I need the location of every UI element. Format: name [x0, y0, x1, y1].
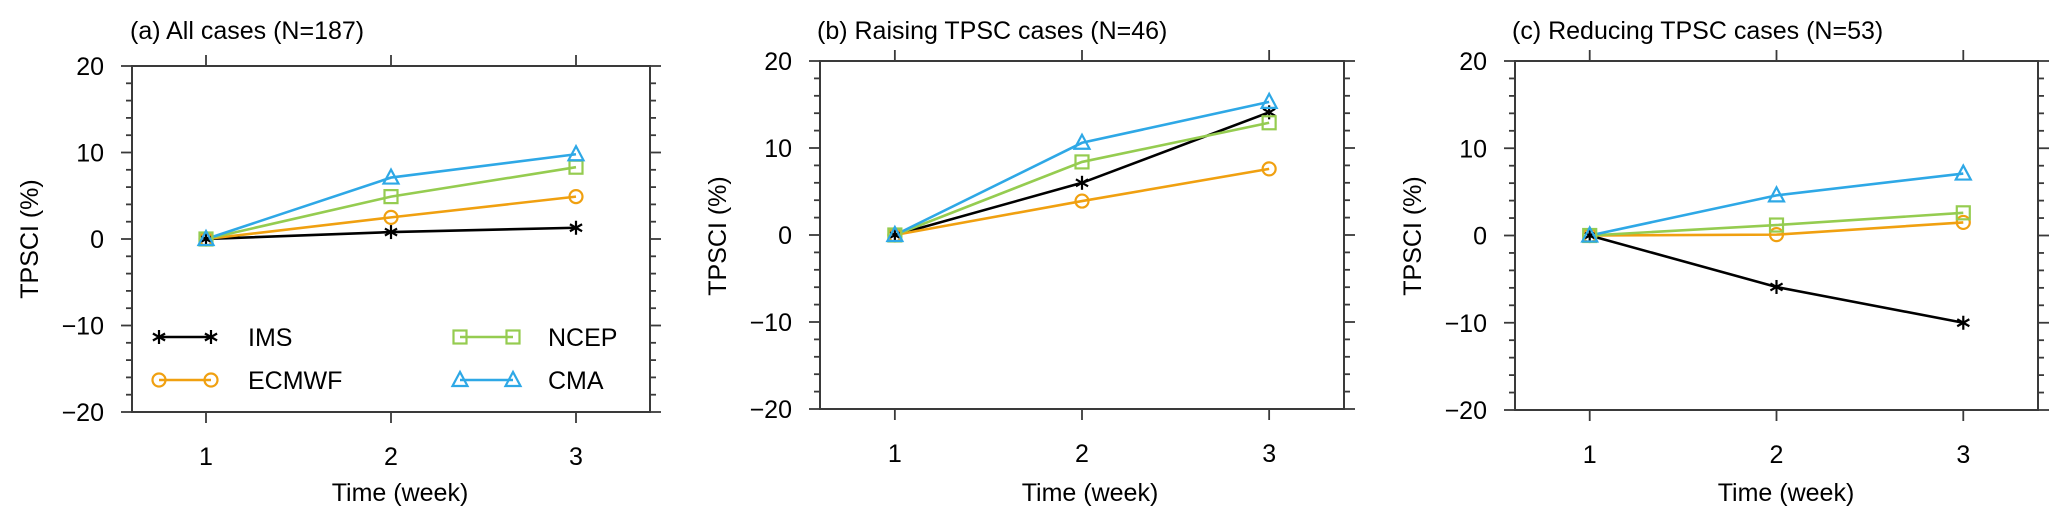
data-point-ncep [1768, 217, 1785, 233]
legend-marker-icon [503, 369, 523, 388]
data-point-cma [1767, 185, 1786, 203]
y-tick-label: 20 [764, 48, 792, 76]
series-line-cma [894, 100, 1270, 237]
data-point-cma [885, 224, 905, 243]
data-point-ims [384, 225, 398, 240]
data-point-cma [381, 167, 401, 185]
y-tick-label: −20 [1445, 397, 1487, 425]
y-tick-label: 0 [778, 222, 792, 250]
y-axis-label: TPSCI (%) [16, 179, 44, 298]
x-tick-label: 1 [1583, 441, 1597, 469]
data-point-ecmwf [383, 209, 399, 225]
x-tick-label: 3 [569, 443, 583, 471]
panel-title: (c) Reducing TPSC cases (N=53) [1512, 17, 1883, 45]
data-point-ncep [383, 189, 399, 205]
y-tick-label: 10 [764, 135, 792, 163]
legend-label: IMS [248, 324, 292, 352]
legend-marker-icon [450, 369, 470, 388]
data-point-ecmwf [568, 189, 584, 205]
series-line-ecmwf [1589, 221, 1964, 237]
x-tick-label: 2 [1075, 440, 1089, 468]
legend-marker-icon [151, 372, 167, 388]
series-line-ncep [1589, 211, 1964, 237]
y-tick-label: −10 [62, 313, 104, 341]
series-line-cma [205, 152, 577, 241]
x-tick-label: 2 [1770, 441, 1784, 469]
data-point-ims [569, 220, 583, 235]
panel-c: (c) Reducing TPSC cases (N=53) TPSCI (%)… [1399, 17, 2049, 507]
y-tick-label: 0 [90, 226, 104, 254]
y-tick-label: −20 [62, 399, 104, 427]
data-point-cma [1259, 91, 1279, 109]
legend-label: ECMWF [248, 367, 342, 395]
data-point-ncep [1261, 115, 1277, 131]
series-line-ims [894, 111, 1270, 237]
legend-item-ecmwf: ECMWF [151, 367, 342, 395]
panel-b: (b) Raising TPSC cases (N=46) TPSCI (%) … [704, 17, 1355, 507]
data-point-cma [1072, 132, 1092, 150]
y-axis-label: TPSCI (%) [1399, 176, 1427, 295]
legend-item-ncep: NCEP [452, 324, 617, 352]
data-point-ecmwf [1261, 161, 1277, 177]
data-point-ncep [1955, 205, 1971, 221]
x-axis-label: Time (week) [1022, 479, 1159, 507]
legend-label: NCEP [548, 324, 617, 352]
x-tick-label: 1 [199, 443, 213, 471]
data-point-ims [1956, 315, 1970, 330]
legend-marker-icon [452, 329, 468, 345]
x-tick-label: 1 [888, 440, 902, 468]
y-tick-label: 0 [1473, 223, 1487, 251]
legend-marker-icon [152, 330, 166, 344]
y-axis-label: TPSCI (%) [704, 176, 732, 295]
series-line-cma [1589, 172, 1964, 237]
y-tick-label: 10 [1459, 135, 1487, 163]
y-tick-label: 10 [76, 140, 104, 168]
data-point-ecmwf [1768, 227, 1785, 243]
data-point-ims [1769, 279, 1784, 294]
legend-marker-icon [505, 329, 521, 345]
data-point-ncep [1074, 154, 1090, 170]
series-line-ecmwf [894, 167, 1270, 237]
series-line-ncep [205, 165, 577, 241]
panel-a: (a) All cases (N=187) TPSCI (%) Time (we… [16, 17, 661, 507]
legend-item-cma: CMA [450, 367, 604, 395]
x-axis-label: Time (week) [1718, 479, 1855, 507]
y-tick-label: 20 [76, 53, 104, 81]
x-tick-label: 2 [384, 443, 398, 471]
data-point-ecmwf [1074, 193, 1090, 209]
legend-marker-icon [204, 330, 218, 344]
y-tick-label: −20 [750, 396, 792, 424]
series-line-ecmwf [205, 195, 577, 241]
x-tick-label: 3 [1956, 441, 1970, 469]
series-line-ncep [894, 121, 1270, 237]
data-point-ecmwf [1955, 214, 1971, 231]
y-tick-label: −10 [1445, 310, 1487, 338]
panel-title: (b) Raising TPSC cases (N=46) [817, 17, 1167, 45]
y-tick-label: −10 [750, 309, 792, 337]
legend-item-ims: IMS [152, 324, 292, 352]
legend: IMS ECMWF NCEP CMA [151, 324, 617, 395]
panel-title: (a) All cases (N=187) [130, 17, 364, 45]
x-axis-label: Time (week) [332, 479, 469, 507]
series-line-ims [1589, 234, 1964, 325]
y-tick-label: 20 [1459, 48, 1487, 76]
legend-label: CMA [548, 367, 604, 395]
data-point-cma [1953, 163, 1973, 181]
legend-marker-icon [203, 372, 219, 388]
data-point-cma [1580, 225, 1600, 243]
x-tick-label: 3 [1262, 440, 1276, 468]
data-point-cma [196, 228, 216, 247]
data-point-ims [1075, 175, 1089, 190]
data-point-cma [566, 143, 586, 162]
